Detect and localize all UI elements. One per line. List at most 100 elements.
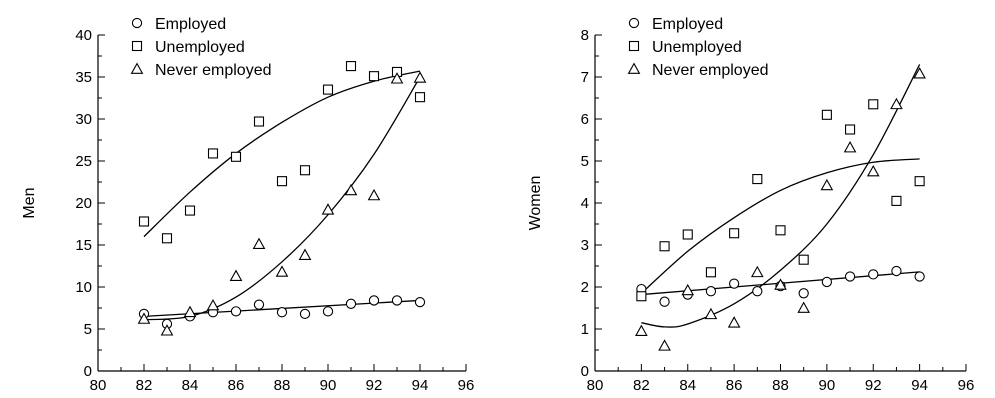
data-point-circle [276, 307, 288, 318]
legend-marker-circle [628, 17, 640, 29]
data-point-triangle [413, 71, 427, 83]
x-tick-label: 92 [865, 377, 882, 393]
x-tick-label: 94 [412, 377, 429, 393]
data-point-triangle [390, 72, 404, 84]
data-point-circle [705, 286, 717, 297]
data-point-square [322, 84, 334, 95]
fit-curve-triangle [641, 64, 921, 328]
data-point-square [705, 267, 716, 278]
y-tick-label: 25 [75, 153, 92, 170]
x-tick-label: 90 [320, 377, 337, 393]
x-tick-label: 88 [274, 377, 291, 393]
x-tick-label: 96 [958, 377, 975, 393]
y-tick-label: 3 [581, 237, 589, 254]
data-point-triangle [843, 141, 857, 153]
fit-curve-square [640, 158, 920, 294]
x-tick-label: 92 [366, 377, 383, 393]
y-tick-label: 20 [75, 195, 92, 212]
data-point-square [276, 176, 288, 187]
data-point-circle [728, 278, 740, 289]
y-tick-label: 0 [84, 363, 92, 380]
legend-label: Never employed [652, 62, 769, 79]
data-point-circle [752, 286, 763, 297]
data-point-square [891, 195, 902, 206]
x-tick-label: 94 [911, 377, 928, 393]
y-tick-label: 7 [581, 69, 589, 86]
y-axis-label: Men [21, 187, 38, 218]
data-point-triangle [367, 188, 381, 201]
y-tick-label: 8 [581, 27, 589, 44]
data-point-triangle [681, 283, 695, 296]
legend-marker-circle [131, 17, 143, 29]
data-point-triangle [750, 265, 764, 278]
x-tick-label: 90 [819, 377, 836, 393]
data-point-circle [914, 271, 925, 282]
data-point-circle [891, 265, 902, 277]
x-tick-label: 88 [772, 377, 789, 393]
data-point-square [636, 291, 647, 302]
data-point-square [868, 99, 879, 110]
x-tick-label: 84 [679, 377, 696, 393]
data-point-circle [868, 269, 879, 280]
data-point-circle [299, 308, 311, 320]
legend: Employed Unemployed Never employed [627, 16, 769, 79]
y-tick-label: 30 [75, 111, 92, 128]
y-tick-label: 15 [75, 237, 92, 254]
data-point-circle [391, 295, 403, 306]
data-point-circle [821, 276, 833, 288]
y-tick-label: 0 [581, 363, 589, 380]
legend-marker-square [131, 40, 143, 52]
y-tick-label: 6 [581, 111, 589, 128]
data-point-circle [659, 296, 670, 307]
x-tick-label: 80 [90, 377, 107, 393]
data-point-triangle [298, 248, 312, 260]
y-tick-label: 40 [75, 27, 92, 44]
legend-label: Unemployed [652, 39, 742, 56]
data-point-circle [368, 295, 380, 306]
data-point-circle [798, 288, 809, 299]
data-point-triangle [727, 316, 741, 328]
data-point-square [253, 116, 265, 127]
chart-panel-1: 0 5 10 15 20 25 30 35 40 80 82 84 86 88 90 92 94 96 Men Emp… [21, 16, 474, 394]
x-tick-label: 84 [182, 377, 199, 393]
data-point-triangle [160, 324, 174, 336]
x-tick-label: 82 [633, 377, 650, 393]
x-tick-label: 82 [136, 377, 153, 393]
data-point-triangle [321, 203, 335, 215]
y-tick-label: 10 [75, 279, 92, 296]
data-point-triangle [704, 307, 718, 320]
data-point-triangle [866, 164, 880, 177]
data-point-square [659, 241, 670, 252]
data-point-triangle [275, 265, 289, 277]
legend-marker-triangle [627, 62, 641, 74]
y-tick-label: 5 [84, 321, 92, 338]
data-point-circle [253, 299, 265, 310]
data-point-square [775, 225, 786, 236]
data-point-square [414, 92, 426, 103]
data-point-triangle [183, 305, 197, 318]
y-tick-label: 5 [581, 153, 589, 170]
data-point-square [914, 176, 925, 187]
data-point-square [138, 216, 150, 227]
data-point-triangle [635, 324, 648, 336]
data-point-triangle [137, 312, 151, 324]
data-point-triangle [229, 269, 243, 281]
data-point-circle [322, 306, 334, 317]
x-tick-label: 86 [726, 377, 743, 393]
data-point-triangle [797, 301, 811, 313]
data-point-circle [844, 271, 856, 282]
data-point-triangle [344, 183, 358, 196]
legend-marker-triangle [130, 62, 144, 74]
legend-label: Never employed [155, 62, 272, 79]
data-point-triangle [658, 339, 671, 351]
data-point-circle [230, 306, 242, 317]
data-point-triangle [890, 97, 903, 110]
legend-label: Unemployed [155, 39, 245, 56]
data-point-square [161, 233, 173, 244]
y-tick-label: 35 [75, 69, 92, 86]
legend-label: Employed [652, 16, 723, 33]
data-point-triangle [206, 298, 220, 311]
data-point-square [682, 229, 693, 240]
